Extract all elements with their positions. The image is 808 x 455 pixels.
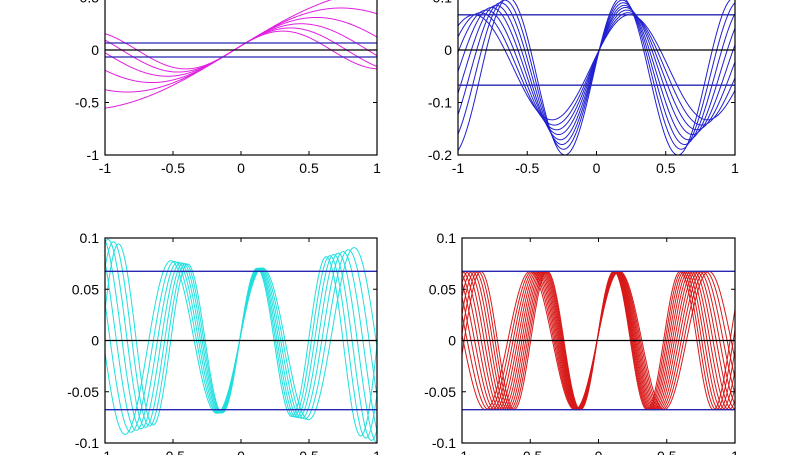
x-tick-label: -0.5 (515, 160, 539, 176)
x-tick-label: 0.5 (656, 160, 676, 176)
y-tick-label: 0.05 (429, 281, 456, 297)
y-tick-label: -0.2 (428, 147, 452, 163)
x-tick-label: 0 (237, 160, 245, 176)
x-tick-label: 0.5 (299, 160, 319, 176)
y-tick-label: -0.1 (428, 95, 452, 111)
x-tick-label: -1 (99, 160, 112, 176)
x-tick-label: 0.5 (299, 448, 319, 455)
x-tick-label: -0.5 (161, 160, 185, 176)
y-tick-label: 0 (448, 333, 456, 349)
y-tick-label: -1 (87, 147, 100, 163)
y-tick-label: 0 (91, 333, 99, 349)
x-tick-label: 1 (731, 448, 739, 455)
y-tick-label: 0 (91, 42, 99, 58)
y-tick-label: 0.1 (437, 230, 457, 246)
y-tick-label: 0 (444, 42, 452, 58)
x-tick-label: -1 (456, 448, 469, 455)
x-tick-label: -0.5 (161, 448, 185, 455)
y-tick-label: 0.1 (433, 0, 453, 6)
series-line-2 (458, 12, 735, 126)
subplot-bottom-right: -1 -0.5 0 0.5 1 -0.1 -0.05 0 0.05 0.1 (424, 230, 739, 455)
x-tick-label: -1 (99, 448, 112, 455)
series-line-6 (458, 2, 735, 146)
series-line-3 (105, 251, 377, 431)
series-line-8 (458, 0, 731, 155)
x-tick-label: -0.5 (518, 448, 542, 455)
subplot-top-left: -1 -0.5 0 0.5 1 -1 -0.5 0 0.5 (75, 0, 381, 176)
subplot-bottom-left: -1 -0.5 0 0.5 1 -0.1 -0.05 0 0.05 0.1 (67, 230, 381, 455)
x-tick-label: -1 (452, 160, 465, 176)
plot-area (105, 238, 377, 443)
series-line-1 (105, 0, 332, 109)
series-line-5 (458, 4, 735, 141)
y-tick-label: -0.1 (75, 435, 99, 451)
y-tick-label: -0.05 (67, 384, 99, 400)
series-line-7 (105, 243, 377, 437)
x-tick-label: 0 (593, 160, 601, 176)
y-tick-label: 0.05 (72, 281, 99, 297)
x-tick-label: 0 (237, 448, 245, 455)
x-tick-label: 1 (373, 160, 381, 176)
y-tick-label: 0.1 (80, 230, 100, 246)
x-tick-label: 0 (595, 448, 603, 455)
plot-area (105, 0, 377, 109)
x-tick-label: 1 (731, 160, 739, 176)
series-line-4 (458, 6, 735, 136)
subplot-top-right: -1 -0.5 0 0.5 1 -0.2 -0.1 0 0.1 (428, 0, 739, 176)
y-tick-label: -0.5 (75, 95, 99, 111)
axes-frame (104, 0, 378, 156)
series-line-12 (462, 270, 735, 411)
y-tick-label: -0.1 (432, 435, 456, 451)
axes-frame (457, 0, 736, 156)
plot-area (462, 270, 735, 411)
x-tick-label: 0.5 (657, 448, 677, 455)
x-tick-label: 1 (373, 448, 381, 455)
plot-area (458, 0, 735, 155)
y-tick-label: -0.05 (424, 384, 456, 400)
y-tick-label: 0.5 (80, 0, 100, 6)
